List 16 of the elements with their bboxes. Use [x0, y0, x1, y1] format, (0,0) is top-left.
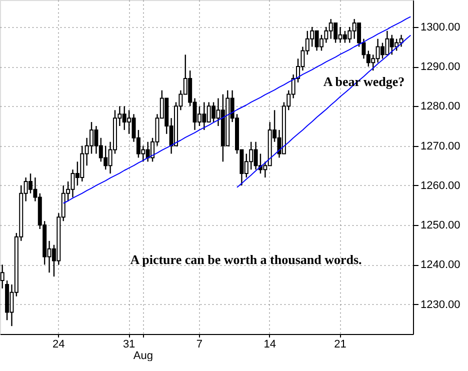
y-tick-label: 1280.00 [420, 100, 460, 113]
y-tick-label: 1260.00 [420, 180, 460, 192]
x-tick-label: 14 [264, 338, 276, 350]
y-tick-label: 1290.00 [420, 61, 460, 74]
x-tick-label: Aug [133, 350, 153, 362]
x-tick-label: 24 [52, 338, 65, 350]
y-tick-label: 1300.00 [420, 21, 460, 34]
x-tick-label: 21 [334, 338, 346, 350]
y-tick-label: 1230.00 [420, 298, 460, 311]
x-tick-label: 31 [122, 338, 136, 350]
y-tick-label: 1270.00 [420, 140, 460, 152]
line-series [236, 34, 412, 188]
y-tick-label: 1240.00 [420, 259, 460, 272]
y-tick-label: 1250.00 [420, 220, 460, 232]
x-tick-label: 7 [196, 338, 203, 350]
annotation: A picture can be worth a thousand words. [130, 252, 362, 267]
